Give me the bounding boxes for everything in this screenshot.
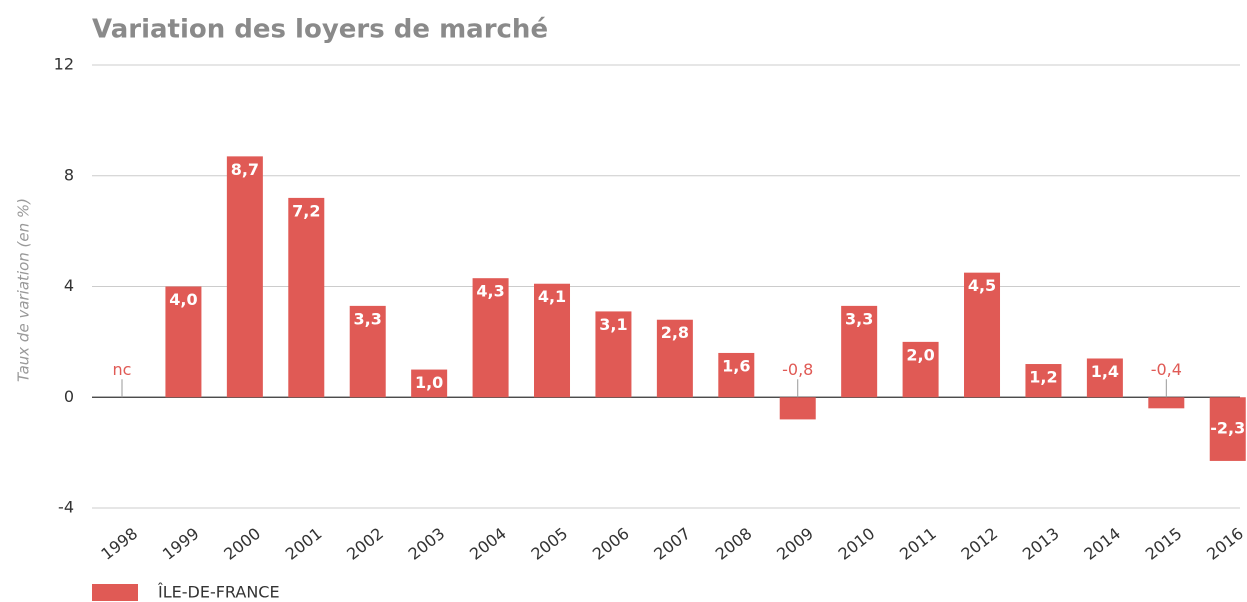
value-label: -0,4 (1151, 360, 1182, 379)
value-label: -0,8 (782, 360, 813, 379)
value-label: 8,7 (231, 160, 259, 179)
x-tick-label: 2004 (466, 524, 510, 564)
value-label: -2,3 (1210, 419, 1245, 438)
y-axis-label: Taux de variation (en %) (15, 198, 33, 382)
value-label: 4,1 (538, 287, 566, 306)
bar (472, 278, 509, 398)
x-tick-label: 2011 (896, 524, 940, 564)
value-label: 1,6 (722, 356, 750, 375)
value-label: 4,5 (968, 276, 996, 295)
x-tick-label: 2008 (712, 524, 756, 564)
x-tick-label: 1999 (159, 524, 203, 564)
x-tick-label: 2006 (589, 524, 633, 564)
bar (964, 272, 1001, 398)
y-tick-label: 12 (54, 55, 74, 74)
value-label: 2,8 (661, 323, 689, 342)
bar (288, 197, 325, 398)
y-tick-label: 0 (64, 387, 74, 406)
bar (165, 286, 202, 398)
bar (534, 283, 571, 398)
x-tick-label: 2002 (343, 524, 387, 564)
bar (1209, 397, 1246, 461)
value-label: 7,2 (292, 201, 320, 220)
value-label: 1,2 (1029, 368, 1057, 387)
y-tick-label: -4 (58, 498, 74, 517)
bar (779, 397, 816, 420)
bar (841, 305, 878, 398)
bar (1086, 358, 1123, 398)
x-tick-label: 2009 (773, 524, 817, 564)
value-label: 3,3 (845, 309, 873, 328)
chart-title: Variation des loyers de marché (92, 15, 548, 45)
bar (411, 369, 448, 398)
value-label: 4,0 (169, 290, 197, 309)
value-label: 2,0 (906, 345, 934, 364)
bar (1025, 364, 1062, 398)
value-label: 1,4 (1091, 362, 1119, 381)
x-tick-label: 2010 (835, 524, 879, 564)
y-tick-label: 8 (64, 165, 74, 184)
value-label: 4,3 (476, 282, 504, 301)
legend-swatch (92, 584, 138, 601)
x-tick-label: 2005 (527, 524, 571, 564)
x-tick-label: 2003 (405, 524, 449, 564)
x-tick-label: 2000 (220, 524, 264, 564)
x-tick-label: 2007 (650, 524, 694, 564)
x-tick-label: 2014 (1080, 524, 1124, 564)
x-tick-label: 2015 (1142, 524, 1186, 564)
legend-label: ÎLE-DE-FRANCE (157, 583, 280, 602)
x-tick-label: 2012 (957, 524, 1001, 564)
x-tick-label: 2001 (282, 524, 326, 564)
value-label: nc (113, 360, 132, 379)
bar (656, 319, 693, 398)
value-label: 3,1 (599, 315, 627, 334)
value-label: 3,3 (354, 309, 382, 328)
x-tick-label: 1998 (97, 524, 141, 564)
y-tick-label: 4 (64, 276, 74, 295)
bar (718, 352, 755, 398)
x-tick-label: 2013 (1019, 524, 1063, 564)
bar (226, 156, 263, 398)
bar (1148, 397, 1185, 409)
bar (902, 341, 939, 398)
bar (595, 311, 632, 398)
value-label: 1,0 (415, 373, 443, 392)
bar (349, 305, 386, 398)
x-tick-label: 2016 (1203, 524, 1247, 564)
